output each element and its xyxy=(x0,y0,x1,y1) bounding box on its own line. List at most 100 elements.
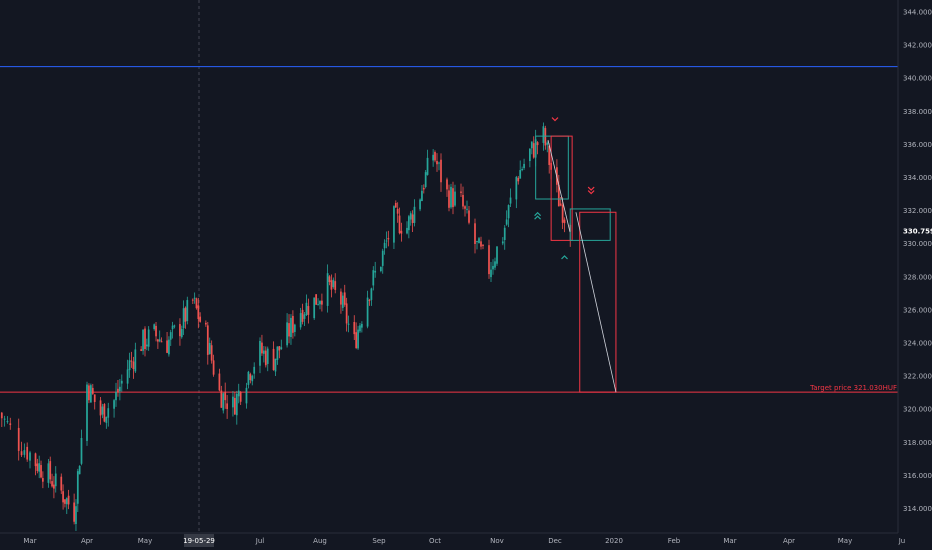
candle-body[interactable] xyxy=(494,261,496,268)
candle-body[interactable] xyxy=(400,230,403,234)
candle-body[interactable] xyxy=(186,300,189,322)
candle-body[interactable] xyxy=(434,152,436,161)
candle-body[interactable] xyxy=(347,323,350,325)
candle-body[interactable] xyxy=(532,143,535,158)
candle-body[interactable] xyxy=(155,325,157,337)
candle-body[interactable] xyxy=(476,241,478,243)
candle-body[interactable] xyxy=(232,396,234,408)
candle-body[interactable] xyxy=(191,299,194,301)
candle-body[interactable] xyxy=(381,250,384,266)
candle-body[interactable] xyxy=(51,481,53,487)
candle-body[interactable] xyxy=(9,423,12,425)
candle-body[interactable] xyxy=(247,371,250,385)
candle-body[interactable] xyxy=(466,208,468,210)
candle-body[interactable] xyxy=(330,280,333,290)
candle-body[interactable] xyxy=(54,473,57,487)
candle-body[interactable] xyxy=(394,202,397,208)
candle-body[interactable] xyxy=(184,307,187,322)
candle-body[interactable] xyxy=(492,265,494,270)
candle-body[interactable] xyxy=(120,380,123,384)
candle-body[interactable] xyxy=(406,227,408,234)
sell-marker-2[interactable] xyxy=(587,186,595,195)
candle-body[interactable] xyxy=(132,361,135,370)
candle-body[interactable] xyxy=(128,360,131,371)
candle-body[interactable] xyxy=(432,154,435,161)
buy-marker-4[interactable] xyxy=(561,255,568,260)
candle-body[interactable] xyxy=(245,387,248,404)
candle-body[interactable] xyxy=(166,340,168,353)
candle-body[interactable] xyxy=(67,495,70,505)
candle-body[interactable] xyxy=(38,463,41,472)
candle-body[interactable] xyxy=(75,506,77,525)
candle-body[interactable] xyxy=(398,215,401,234)
candle-body[interactable] xyxy=(239,392,242,402)
candle-body[interactable] xyxy=(179,324,181,337)
candle-body[interactable] xyxy=(86,384,88,441)
candle-body[interactable] xyxy=(303,314,306,319)
candle-body[interactable] xyxy=(49,461,52,480)
candle-body[interactable] xyxy=(140,349,143,351)
candle-body[interactable] xyxy=(368,299,371,301)
candle-body[interactable] xyxy=(204,322,207,325)
candle-body[interactable] xyxy=(47,463,50,483)
candle-body[interactable] xyxy=(89,385,92,403)
candle-body[interactable] xyxy=(422,187,425,190)
candle-body[interactable] xyxy=(40,465,42,478)
candle-body[interactable] xyxy=(490,269,492,278)
candle-body[interactable] xyxy=(107,408,110,418)
candle-body[interactable] xyxy=(507,205,510,219)
candle-body[interactable] xyxy=(180,328,183,338)
candle-body[interactable] xyxy=(171,325,174,330)
candle-body[interactable] xyxy=(315,294,317,305)
candle-body[interactable] xyxy=(263,350,265,354)
candle-body[interactable] xyxy=(370,288,373,300)
candle-body[interactable] xyxy=(341,295,344,308)
candle-body[interactable] xyxy=(536,142,539,146)
candle-body[interactable] xyxy=(93,394,96,402)
candle-body[interactable] xyxy=(521,169,524,171)
candle-body[interactable] xyxy=(334,281,337,290)
candle-body[interactable] xyxy=(286,322,288,346)
candle-body[interactable] xyxy=(450,186,452,208)
candle-body[interactable] xyxy=(413,206,416,223)
candle-body[interactable] xyxy=(274,358,277,372)
candle-body[interactable] xyxy=(374,270,377,273)
candle-body[interactable] xyxy=(385,240,388,242)
candle-body[interactable] xyxy=(293,324,296,332)
candle-body[interactable] xyxy=(505,219,508,225)
candle-body[interactable] xyxy=(218,373,221,391)
candle-body[interactable] xyxy=(158,339,161,342)
candle-body[interactable] xyxy=(353,322,356,335)
candle-body[interactable] xyxy=(6,421,9,423)
candle-body[interactable] xyxy=(509,197,512,204)
candle-body[interactable] xyxy=(409,213,412,220)
candle-body[interactable] xyxy=(372,270,375,286)
candle-body[interactable] xyxy=(182,308,185,329)
candle-body[interactable] xyxy=(345,303,348,324)
candle-body[interactable] xyxy=(542,126,545,143)
candle-body[interactable] xyxy=(62,491,64,503)
candle-body[interactable] xyxy=(464,206,466,209)
candle-body[interactable] xyxy=(53,484,55,489)
candle-body[interactable] xyxy=(153,324,156,330)
candle-body[interactable] xyxy=(145,344,148,347)
candle-body[interactable] xyxy=(419,199,421,210)
candle-body[interactable] xyxy=(517,177,520,182)
candle-body[interactable] xyxy=(249,374,252,381)
candle-body[interactable] xyxy=(60,476,63,491)
candle-body[interactable] xyxy=(126,369,129,384)
candle-body[interactable] xyxy=(147,329,150,347)
candle-body[interactable] xyxy=(424,172,427,187)
candle-body[interactable] xyxy=(446,179,448,190)
candle-body[interactable] xyxy=(80,438,83,464)
candle-body[interactable] xyxy=(411,214,414,224)
candle-body[interactable] xyxy=(91,387,94,394)
candle-body[interactable] xyxy=(199,316,202,322)
candle-body[interactable] xyxy=(208,342,211,355)
candle-body[interactable] xyxy=(561,205,564,223)
candle-body[interactable] xyxy=(328,276,331,283)
candle-body[interactable] xyxy=(326,273,329,306)
candle-body[interactable] xyxy=(73,502,75,522)
projection-line[interactable] xyxy=(575,212,617,393)
